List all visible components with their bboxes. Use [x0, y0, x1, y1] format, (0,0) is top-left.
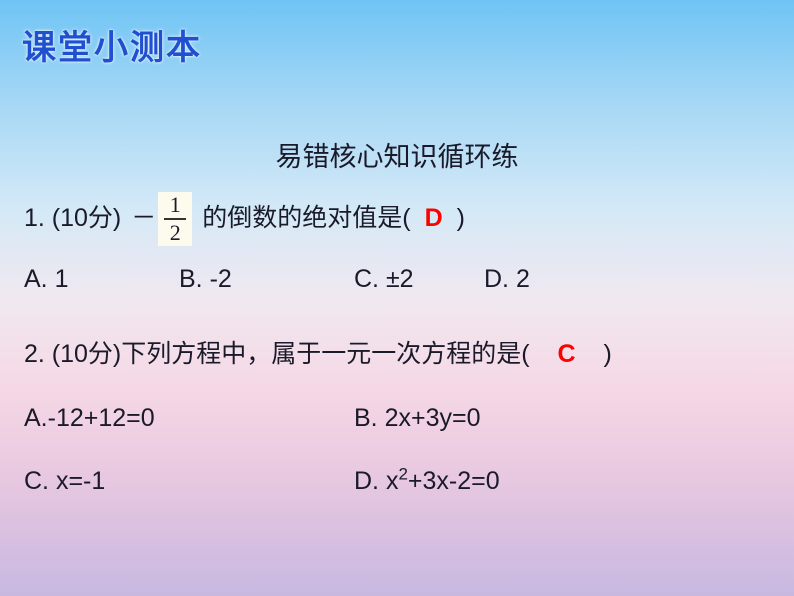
q1-answer: D: [425, 196, 443, 241]
q2-close-paren: ): [603, 340, 611, 368]
q2-answer: C: [558, 340, 576, 368]
q1-fraction: 1 2: [158, 192, 192, 246]
q2-option-c: C. x=-1: [24, 458, 354, 506]
q1-prefix: 1. (10分): [24, 196, 121, 241]
content-area: 易错核心知识循环练 1. (10分) － 1 2 的倒数的绝对值是( D ) A…: [24, 135, 770, 534]
fraction-denominator: 2: [170, 220, 181, 244]
q1-negative-sign: －: [131, 196, 156, 241]
q1-option-c: C. ±2: [354, 256, 484, 304]
fraction-numerator: 1: [170, 194, 181, 218]
q1-option-d: D. 2: [484, 256, 530, 304]
q1-option-b: B. -2: [179, 256, 354, 304]
q2-option-d: D. x2+3x-2=0: [354, 458, 500, 506]
q2-options: A.-12+12=0 B. 2x+3y=0 C. x=-1 D. x2+3x-2…: [24, 395, 770, 506]
section-subtitle: 易错核心知识循环练: [24, 135, 770, 174]
question-1: 1. (10分) － 1 2 的倒数的绝对值是( D ): [24, 192, 770, 246]
q1-options: A. 1 B. -2 C. ±2 D. 2: [24, 256, 770, 304]
q1-option-a: A. 1: [24, 256, 179, 304]
page-title: 课堂小测本: [22, 20, 202, 69]
q2-option-b: B. 2x+3y=0: [354, 395, 480, 443]
q2-option-a: A.-12+12=0: [24, 395, 354, 443]
q2-prefix: 2. (10分)下列方程中，属于一元一次方程的是(: [24, 340, 530, 368]
q1-close-paren: ): [457, 196, 465, 241]
q1-text: 的倒数的绝对值是(: [202, 196, 410, 241]
question-2: 2. (10分)下列方程中，属于一元一次方程的是( C ): [24, 331, 770, 379]
